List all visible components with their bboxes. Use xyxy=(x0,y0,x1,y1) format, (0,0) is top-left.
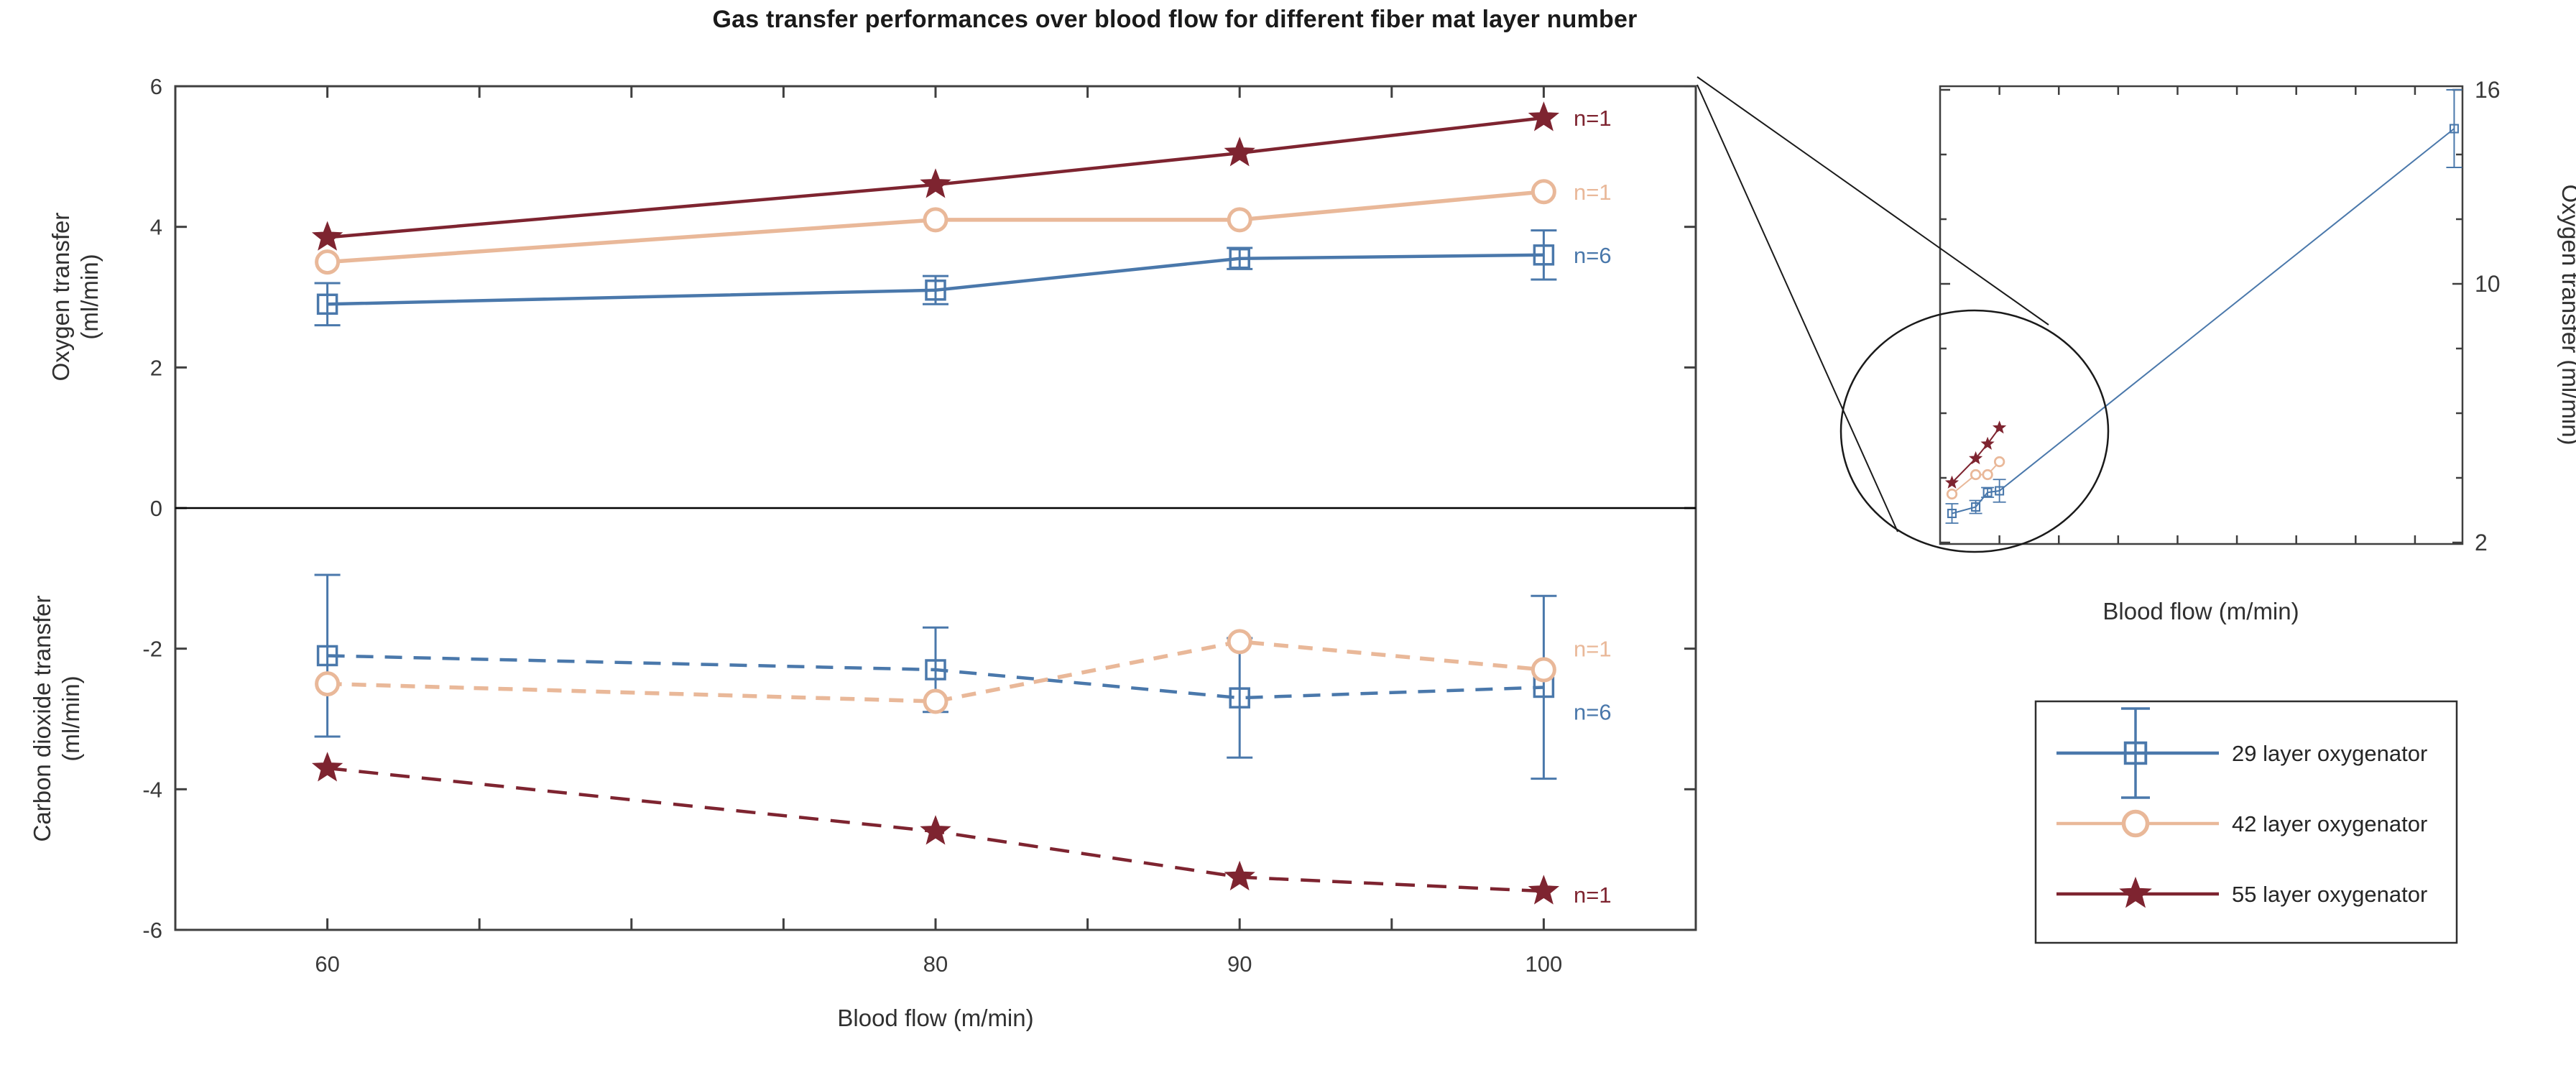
callout-line-lower xyxy=(1696,84,1898,532)
inset-series-29-layer-oxygenator xyxy=(1945,89,2462,524)
chart-title: Gas transfer performances over blood flo… xyxy=(712,6,1638,33)
legend-item-55-layer-oxygenator: 55 layer oxygenator xyxy=(2056,877,2427,908)
co2-star-marker xyxy=(1528,875,1560,905)
co2-square-marker xyxy=(925,659,946,681)
y-tick-label: 2 xyxy=(150,355,162,380)
legend-item-label: 29 layer oxygenator xyxy=(2232,741,2427,766)
legend-item-42-layer-oxygenator: 42 layer oxygenator xyxy=(2056,809,2427,838)
oxygen-circle-marker xyxy=(315,249,341,275)
y-axis-label-co2: Carbon dioxide transfer(ml/min) xyxy=(29,595,84,841)
x-tick-label: 100 xyxy=(1525,951,1563,977)
inset-circle-marker xyxy=(1970,469,1982,481)
y-tick-label: -4 xyxy=(142,777,162,802)
oxygen-square-marker xyxy=(1533,244,1555,266)
series-29-layer-oxygenator xyxy=(314,229,1557,780)
y-axis-label-oxygen-line1: Oxygen transfer xyxy=(47,213,74,382)
y-tick-label: 0 xyxy=(150,496,162,521)
co2-line xyxy=(327,640,1544,704)
inset-plot: 16 10 2 Blood flow (m/min) Oxygen transfer (… xyxy=(1696,76,2576,624)
inset-square-marker xyxy=(1982,487,1993,497)
y-tick-label: 4 xyxy=(150,215,162,240)
y-axis-label-co2-line1: Carbon dioxide transfer xyxy=(29,595,55,841)
y-tick-label: -2 xyxy=(142,637,162,662)
oxygen-circle-marker xyxy=(1227,207,1252,233)
x-tick-label: 80 xyxy=(923,951,948,977)
callout-line-upper xyxy=(1696,76,2049,326)
inset-square-marker xyxy=(1971,502,1981,512)
annotation-n-6: n=6 xyxy=(1574,700,1612,725)
legend-item-29-layer-oxygenator: 29 layer oxygenator xyxy=(2056,707,2427,799)
inset-series-42-layer-oxygenator xyxy=(1946,456,2005,500)
inset-star-marker xyxy=(1968,451,1983,465)
oxygen-line xyxy=(327,116,1544,239)
inset-y-tick-label: 16 xyxy=(2475,77,2501,103)
co2-line xyxy=(327,654,1544,700)
x-tick-label: 60 xyxy=(315,951,339,977)
legend-square-marker xyxy=(2123,741,2148,765)
inset-square-marker xyxy=(1947,508,1957,519)
y-axis-label-oxygen-line2: (ml/min) xyxy=(76,254,103,339)
inset-extra-square-marker xyxy=(2449,124,2459,134)
inset-circle-marker xyxy=(1946,488,1958,500)
inset-line xyxy=(1951,461,2000,495)
inset-star-marker xyxy=(1980,436,1995,450)
co2-square-marker xyxy=(316,645,338,667)
legend-star-marker xyxy=(2119,877,2152,908)
oxygen-line xyxy=(327,190,1544,264)
legend-item-label: 55 layer oxygenator xyxy=(2232,882,2427,907)
legend-item-label: 42 layer oxygenator xyxy=(2232,811,2427,836)
inset-series-55-layer-oxygenator xyxy=(1944,420,2007,489)
y-axis-label-oxygen: Oxygen transfer(ml/min) xyxy=(47,213,103,382)
inset-x-axis-label: Blood flow (m/min) xyxy=(2102,598,2299,624)
annotation-n-1: n=1 xyxy=(1574,637,1612,662)
annotation-n-1: n=1 xyxy=(1574,882,1612,908)
annotation-n-6: n=6 xyxy=(1574,243,1612,268)
x-tick-label: 90 xyxy=(1227,951,1252,977)
inset-y-tick-label: 2 xyxy=(2475,530,2488,555)
oxygen-line xyxy=(327,253,1544,306)
co2-star-marker xyxy=(1224,860,1255,891)
annotation-n-1: n=1 xyxy=(1574,180,1612,205)
inset-star-marker xyxy=(1992,420,2007,434)
co2-circle-marker xyxy=(315,671,341,697)
inset-circle-marker xyxy=(1982,469,1993,481)
co2-star-marker xyxy=(311,752,343,782)
co2-circle-marker xyxy=(1531,657,1556,683)
inset-line xyxy=(1951,427,2000,484)
x-axis-label: Blood flow (m/min) xyxy=(837,1005,1033,1031)
oxygen-square-marker xyxy=(925,279,946,301)
series-55-layer-oxygenator xyxy=(311,101,1560,905)
oxygen-star-marker xyxy=(920,168,951,198)
y-tick-label: -6 xyxy=(142,918,162,943)
inset-y-axis-label: Oxygen transfer (ml/min) xyxy=(2557,184,2576,445)
inset-y-tick-label: 10 xyxy=(2475,271,2501,297)
oxygen-square-marker xyxy=(1229,247,1250,269)
oxygen-star-marker xyxy=(311,221,343,251)
legend: 29 layer oxygenator 42 layer oxygenator 55… xyxy=(2034,700,2458,944)
co2-circle-marker xyxy=(1227,629,1252,655)
co2-star-marker xyxy=(920,815,951,845)
oxygen-circle-marker xyxy=(923,207,948,233)
oxygen-star-marker xyxy=(1528,101,1560,132)
inset-circle-marker xyxy=(1993,456,2005,468)
co2-line xyxy=(327,766,1544,893)
oxygen-circle-marker xyxy=(1531,179,1556,205)
oxygen-star-marker xyxy=(1224,137,1255,167)
co2-circle-marker xyxy=(923,688,948,714)
inset-star-marker xyxy=(1944,475,1959,489)
y-tick-label: 6 xyxy=(150,74,162,99)
oxygen-square-marker xyxy=(316,293,338,315)
annotation-n-1: n=1 xyxy=(1574,106,1612,131)
zoom-circle-annotation xyxy=(1839,309,2110,553)
legend-circle-marker xyxy=(2121,809,2150,838)
inset-square-marker xyxy=(1995,486,2005,496)
y-axis-label-co2-line2: (ml/min) xyxy=(57,675,84,761)
co2-square-marker xyxy=(1229,687,1250,709)
series-42-layer-oxygenator xyxy=(315,179,1556,714)
